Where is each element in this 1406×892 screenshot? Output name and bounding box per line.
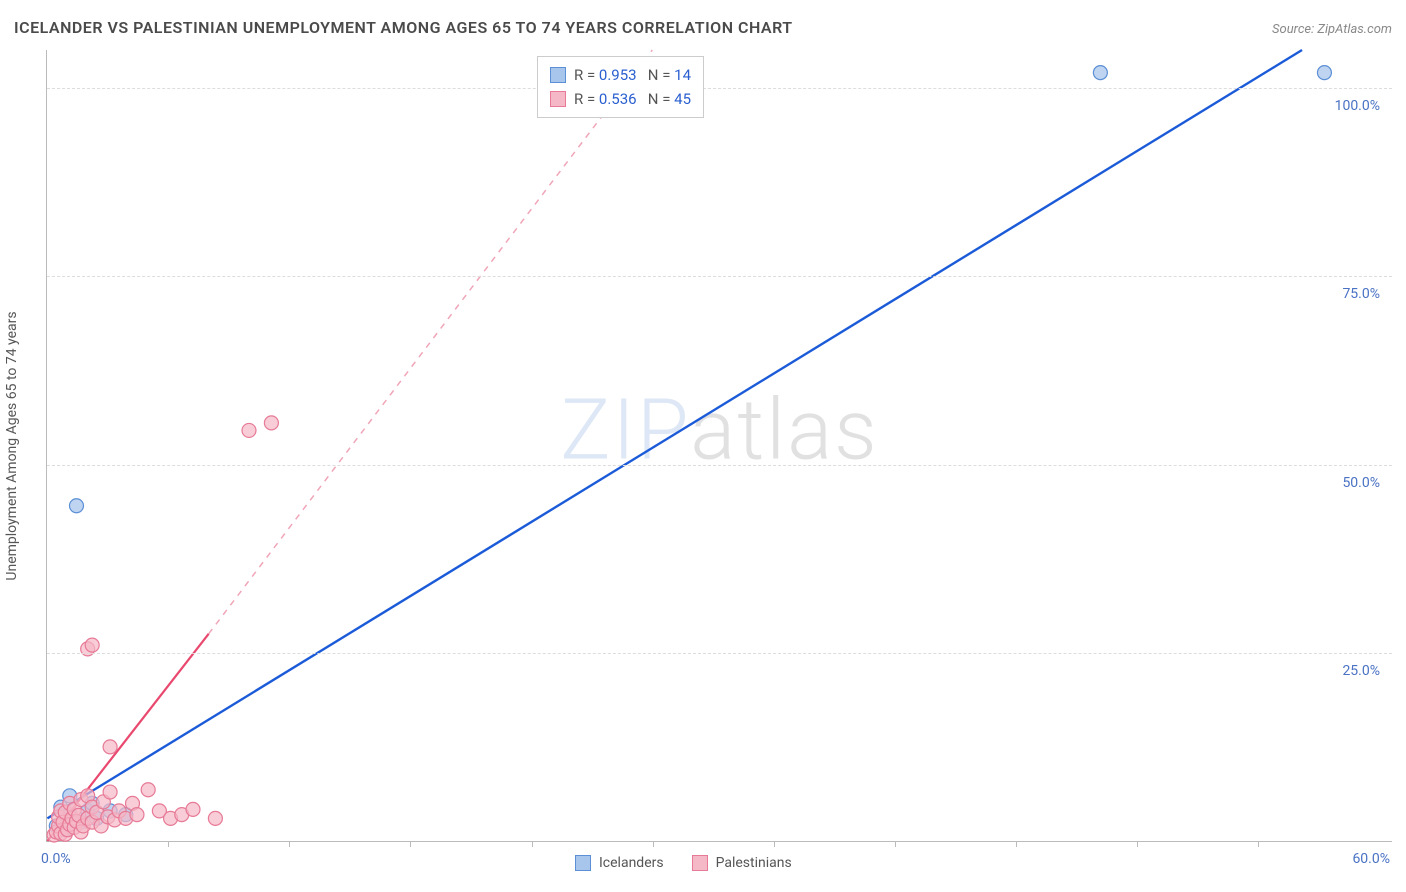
x-tick-mark [410, 841, 411, 847]
legend-swatch [575, 855, 591, 871]
x-tick-mark [532, 841, 533, 847]
y-axis-label: Unemployment Among Ages 65 to 74 years [4, 311, 20, 580]
x-tick-mark [895, 841, 896, 847]
gridline [47, 465, 1392, 466]
legend-label: Palestinians [716, 855, 792, 871]
y-tick-label: 100.0% [1335, 98, 1380, 114]
x-tick-mark [1016, 841, 1017, 847]
stats-row: R = 0.536 N = 45 [550, 87, 691, 111]
x-tick-mark [653, 841, 654, 847]
legend-swatch [692, 855, 708, 871]
gridline [47, 653, 1392, 654]
x-tick-label: 0.0% [41, 851, 71, 867]
legend-item: Icelanders [575, 855, 664, 871]
x-tick-mark [1258, 841, 1259, 847]
plot-area: ZIPatlas 25.0%50.0%75.0%100.0%0.0%60.0%R… [46, 50, 1392, 842]
series-swatch [550, 91, 566, 107]
chart-svg [47, 50, 1392, 841]
x-tick-mark [1137, 841, 1138, 847]
stats-text: R = 0.536 N = 45 [574, 87, 691, 111]
correlation-stats-box: R = 0.953 N = 14R = 0.536 N = 45 [537, 56, 704, 118]
gridline [47, 88, 1392, 89]
chart-title: ICELANDER VS PALESTINIAN UNEMPLOYMENT AM… [14, 18, 793, 37]
stats-text: R = 0.953 N = 14 [574, 63, 691, 87]
x-tick-mark [168, 841, 169, 847]
gridline [47, 276, 1392, 277]
legend-item: Palestinians [692, 855, 792, 871]
x-tick-label: 60.0% [1352, 851, 1390, 867]
series-swatch [550, 67, 566, 83]
header: ICELANDER VS PALESTINIAN UNEMPLOYMENT AM… [14, 18, 1392, 37]
stats-row: R = 0.953 N = 14 [550, 63, 691, 87]
legend-label: Icelanders [599, 855, 664, 871]
legend: Icelanders Palestinians [575, 855, 792, 871]
y-tick-label: 75.0% [1342, 286, 1380, 302]
y-tick-label: 50.0% [1342, 475, 1380, 491]
source-label: Source: ZipAtlas.com [1272, 22, 1392, 37]
x-tick-mark [289, 841, 290, 847]
x-tick-mark [774, 841, 775, 847]
y-tick-label: 25.0% [1342, 663, 1380, 679]
